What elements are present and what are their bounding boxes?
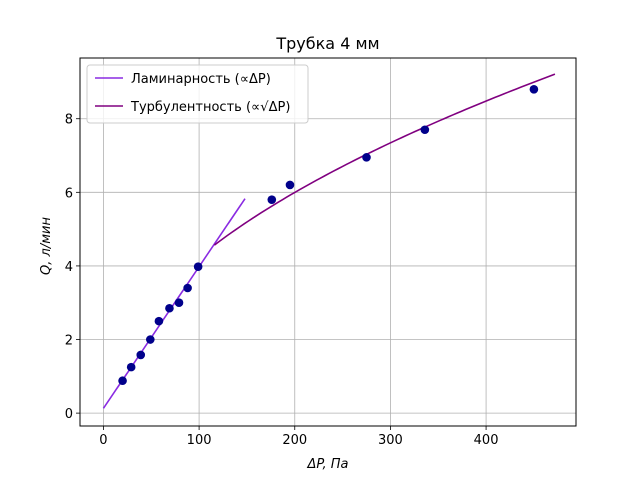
data-point <box>165 303 174 313</box>
data-point <box>362 153 371 162</box>
data-point <box>285 180 295 190</box>
x-axis: 0 100 200 300 400 <box>99 426 498 448</box>
laminar-fit-line <box>102 198 246 409</box>
x-tick-label: 100 <box>187 433 212 448</box>
data-point <box>126 362 136 372</box>
x-tick-label: 400 <box>474 433 499 448</box>
series-lines <box>102 73 556 409</box>
x-axis-label: ΔP, Па <box>307 457 349 472</box>
data-point <box>146 335 155 344</box>
data-point <box>183 283 192 293</box>
y-tick-label: 2 <box>65 334 73 349</box>
legend-box <box>86 64 309 124</box>
x-tick-label: 0 <box>99 433 107 448</box>
data-point <box>174 298 184 308</box>
axes-frame <box>79 57 577 427</box>
data-point <box>118 376 127 386</box>
data-point <box>154 316 164 326</box>
legend-label-laminar: Ламинарность (∝ΔP) <box>131 72 271 87</box>
legend: Ламинарность (∝ΔP) Турбулентность (∝√ΔP) <box>86 64 309 124</box>
turbulent-fit-line <box>213 73 556 246</box>
x-tick-label: 200 <box>282 433 307 448</box>
y-axis: 0 2 4 6 8 <box>65 113 80 422</box>
chart-title: Трубка 4 мм <box>275 34 379 53</box>
data-point <box>529 84 539 94</box>
x-tick-label: 300 <box>378 433 403 448</box>
data-point <box>193 262 203 271</box>
y-axis-label: Q, л/мин <box>39 217 54 275</box>
y-tick-label: 6 <box>65 186 73 201</box>
data-point <box>420 125 430 135</box>
y-tick-label: 4 <box>65 260 73 275</box>
data-point <box>136 350 146 360</box>
y-tick-label: 0 <box>65 407 73 422</box>
legend-label-turbulent: Турбулентность (∝√ΔP) <box>130 100 290 115</box>
data-point <box>267 195 277 204</box>
y-tick-label: 8 <box>65 113 73 128</box>
data-points <box>118 84 539 386</box>
